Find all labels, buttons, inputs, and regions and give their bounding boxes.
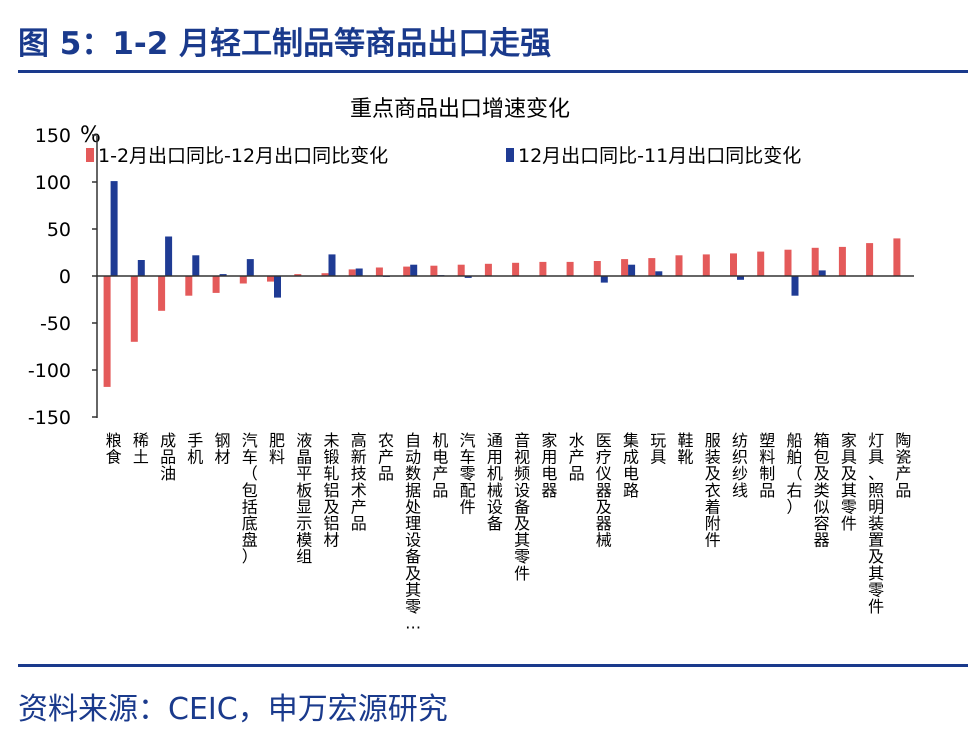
top-rule	[18, 70, 968, 73]
x-tick-label: 钢材	[215, 431, 231, 467]
bar-series-1	[838, 246, 846, 276]
y-axis-unit: %	[80, 123, 101, 148]
bar-series-1	[430, 265, 438, 276]
x-tick-label: 玩具	[650, 431, 666, 467]
x-tick-label: 医疗仪器及器械	[596, 431, 612, 550]
bar-series-2	[655, 271, 663, 276]
bar-series-2	[410, 264, 418, 276]
x-tick-label: 粮食	[106, 431, 122, 467]
bar-series-1	[784, 249, 792, 276]
bar-series-2	[328, 254, 336, 276]
y-tick-label: -100	[28, 360, 71, 382]
bar-series-1	[757, 251, 765, 276]
bar-series-2	[137, 260, 145, 276]
x-tick-label: 陶瓷产品	[895, 431, 911, 500]
bar-series-1	[811, 247, 819, 276]
bar-series-2	[600, 276, 608, 283]
x-tick-label: 鞋靴	[678, 431, 694, 467]
bar-series-1	[730, 253, 737, 276]
bar-series-2	[818, 270, 826, 276]
x-tick-label: 农产品	[378, 431, 394, 483]
x-tick-label: 船舶（右）	[786, 431, 802, 516]
bar-series-1	[457, 264, 465, 276]
bar-series-1	[158, 276, 166, 311]
x-tick-label: 家用电器	[541, 431, 557, 500]
x-tick-label: 灯具、照明装置及其零件	[868, 431, 884, 616]
bar-series-1	[294, 274, 302, 276]
x-tick-label: 自动数据处理设备及其零…	[405, 431, 421, 633]
bar-series-2	[628, 264, 636, 276]
x-tick-label: 机电产品	[432, 431, 448, 500]
bar-series-1	[484, 263, 492, 276]
legend: 1-2月出口同比-12月出口同比变化 12月出口同比-11月出口同比变化	[86, 145, 801, 167]
y-tick-label: 0	[59, 266, 71, 288]
y-tick-label: 100	[35, 172, 71, 194]
bar-series-1	[566, 261, 574, 276]
figure-title: 图 5：1-2 月轻工制品等商品出口走强	[18, 26, 552, 62]
bar-chart: 重点商品出口增速变化 % 1-2月出口同比-12月出口同比变化 12月出口同比-…	[28, 97, 914, 633]
bar-series-1	[212, 276, 220, 293]
bar-series-1	[185, 276, 193, 296]
bottom-rule	[18, 664, 968, 667]
x-tick-label: 服装及衣着附件	[705, 431, 721, 550]
x-tick-label: 成品油	[160, 431, 176, 483]
x-tick-label: 汽车（包括底盘）	[242, 431, 258, 566]
bar-series-1	[675, 255, 683, 276]
legend-label-series-2: 12月出口同比-11月出口同比变化	[518, 145, 801, 167]
bar-series-1	[321, 273, 329, 276]
x-tick-label: 液晶平板显示模组	[296, 431, 312, 566]
bar-series-2	[192, 255, 200, 276]
x-tick-label: 手机	[187, 431, 203, 467]
x-tick-label: 通用机械设备	[487, 431, 503, 533]
bar-series-2	[165, 236, 173, 276]
y-tick-label: 150	[35, 125, 71, 147]
bar-series-1	[702, 254, 710, 276]
x-tick-label: 塑料制品	[759, 431, 775, 500]
bar-series-2	[246, 259, 254, 276]
bar-series-1	[267, 276, 274, 282]
x-tick-label: 集成电路	[623, 431, 639, 500]
bar-series-1	[130, 276, 138, 342]
bar-series-2	[737, 276, 744, 280]
x-tick-label: 高新技术产品	[351, 431, 367, 533]
x-tick-label: 稀土	[133, 431, 149, 467]
bar-series-2	[464, 276, 472, 278]
bar-series-1	[348, 269, 356, 276]
bar-series-1	[593, 261, 601, 276]
bars	[103, 181, 908, 387]
x-tick-label: 汽车零配件	[460, 431, 476, 516]
legend-swatch-series-1	[86, 148, 94, 162]
y-axis-ticks: 150 100 50 0 -50 -100 -150	[28, 125, 97, 429]
bar-series-1	[893, 238, 901, 276]
bar-series-1	[866, 243, 874, 276]
bar-series-1	[103, 276, 111, 387]
bar-series-1	[648, 258, 656, 276]
x-tick-label: 音视频设备及其零件	[514, 431, 530, 583]
y-tick-label: -150	[28, 407, 71, 429]
x-tick-label: 水产品	[569, 431, 585, 483]
bar-series-1	[539, 261, 547, 276]
chart-title: 重点商品出口增速变化	[350, 97, 570, 122]
x-tick-label: 箱包及类似容器	[814, 431, 830, 550]
x-tick-label: 肥料	[269, 431, 285, 467]
y-tick-label: 50	[47, 219, 71, 241]
source-note: 资料来源：CEIC，申万宏源研究	[18, 692, 448, 727]
bar-series-2	[274, 276, 281, 298]
legend-label-series-1: 1-2月出口同比-12月出口同比变化	[98, 145, 388, 167]
bar-series-2	[219, 274, 227, 276]
bar-series-2	[791, 276, 799, 296]
bar-series-1	[403, 266, 411, 276]
bar-series-1	[375, 267, 383, 276]
x-tick-label: 未锻轧铝及铝材	[323, 431, 339, 550]
bar-series-2	[355, 268, 363, 276]
bar-series-1	[621, 259, 629, 276]
bar-series-2	[110, 181, 118, 276]
bar-series-1	[512, 262, 520, 276]
bar-series-1	[239, 276, 247, 284]
x-tick-label: 纺织纱线	[732, 431, 748, 500]
legend-swatch-series-2	[506, 148, 514, 162]
x-tick-label: 家具及其零件	[841, 431, 857, 533]
y-tick-label: -50	[40, 313, 71, 335]
